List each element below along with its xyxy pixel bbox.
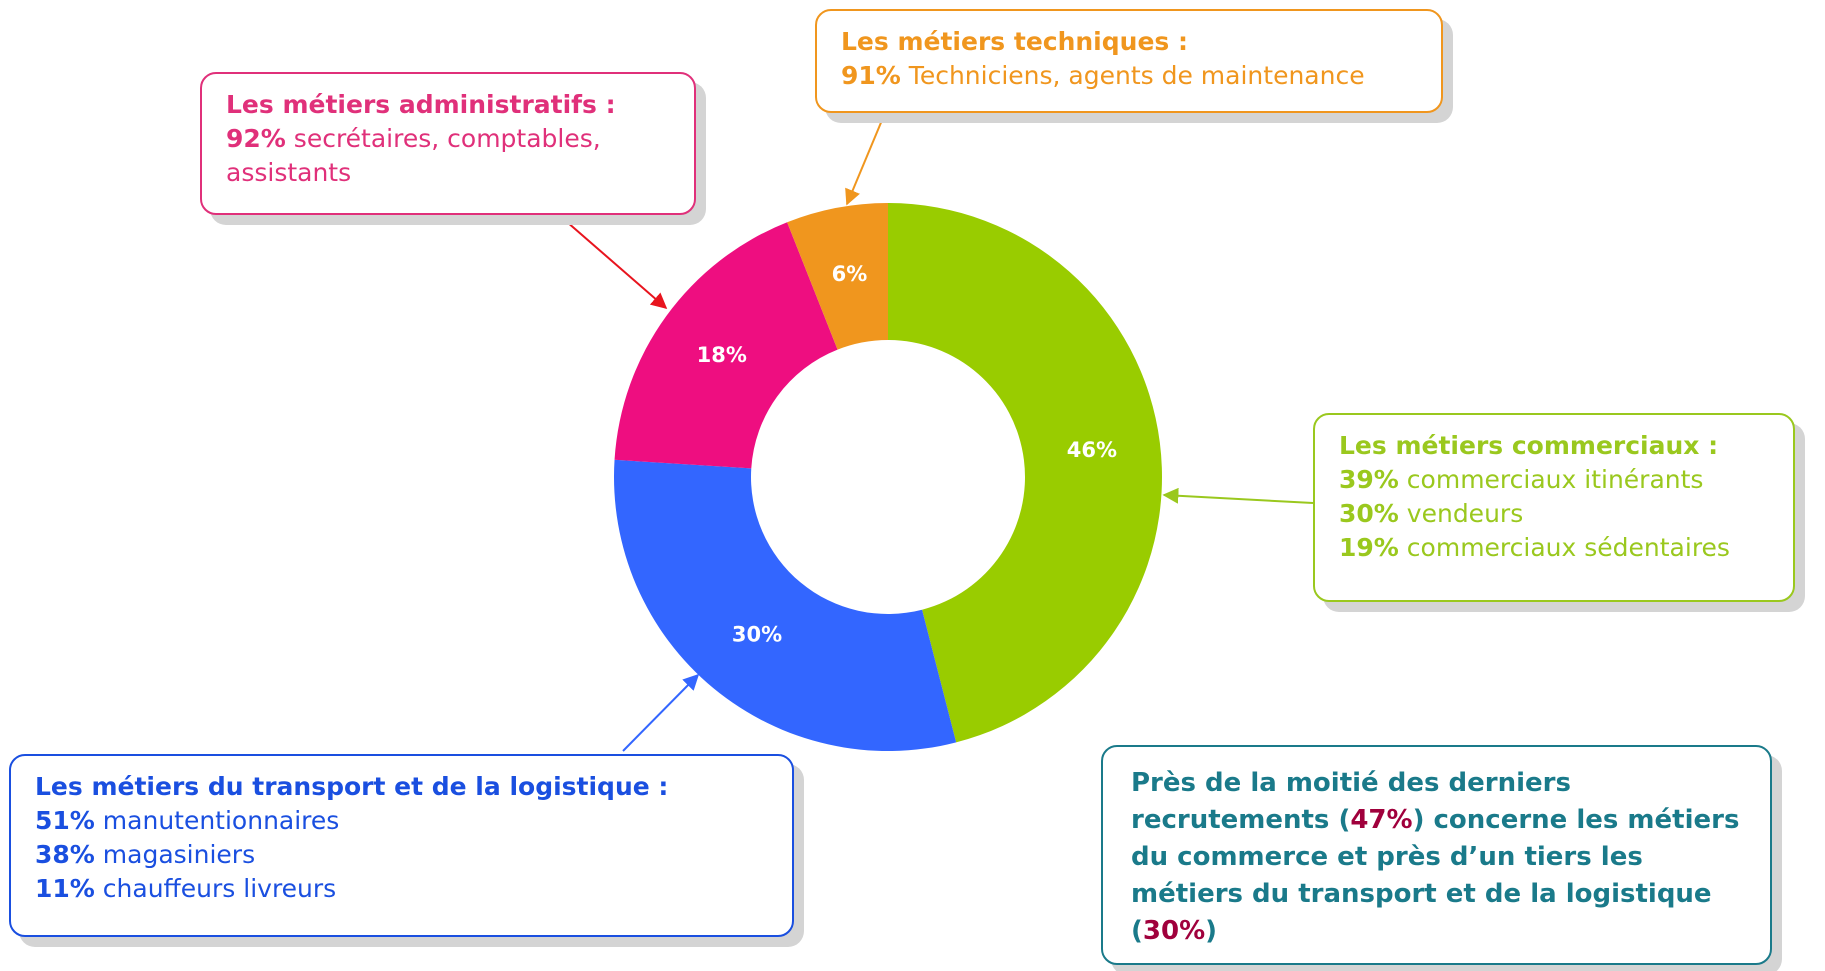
callout: Les métiers administratifs : 92% secrétai… xyxy=(200,72,696,215)
callout-line: 39% commerciaux itinérants xyxy=(1339,463,1769,497)
callout-text: Techniciens, agents de maintenance xyxy=(908,61,1365,90)
callout-line: 51% manutentionnaires xyxy=(35,804,768,838)
slice-label: 30% xyxy=(732,622,782,646)
callout-text: chauffeurs livreurs xyxy=(102,874,337,903)
summary-highlight: 47% xyxy=(1350,805,1413,835)
callout-text: vendeurs xyxy=(1406,499,1524,528)
callout-line: 38% magasiniers xyxy=(35,838,768,872)
callout-pct: 39% xyxy=(1339,465,1399,494)
callout-line: 11% chauffeurs livreurs xyxy=(35,872,768,906)
callout-pct: 92% xyxy=(226,124,286,153)
slice-label: 18% xyxy=(697,343,747,367)
arrow xyxy=(1162,487,1314,504)
slice xyxy=(888,203,1162,743)
callout-text: commerciaux itinérants xyxy=(1406,465,1704,494)
callout-pct: 19% xyxy=(1339,533,1399,562)
callout-title: Les métiers techniques : xyxy=(841,27,1188,56)
summary-text: Près de la moitié des derniers recruteme… xyxy=(1131,768,1571,835)
slice xyxy=(614,222,838,469)
callout-line: 30% vendeurs xyxy=(1339,497,1769,531)
callout-text: manutentionnaires xyxy=(102,806,340,835)
summary-highlight: 30% xyxy=(1142,916,1206,946)
callout-pct: 91% xyxy=(841,61,901,90)
callout-line: 19% commerciaux sédentaires xyxy=(1339,531,1769,565)
summary-text: ) xyxy=(1205,916,1218,946)
summary-box: Près de la moitié des derniers recruteme… xyxy=(1101,745,1772,965)
callout-title: Les métiers commerciaux : xyxy=(1339,431,1719,460)
callout-line: 92% secrétaires, comptables, assistants xyxy=(226,122,670,190)
callout: Les métiers commerciaux : 39% commerciaux… xyxy=(1313,413,1795,602)
callout-text: commerciaux sédentaires xyxy=(1406,533,1730,562)
callout: Les métiers techniques : 91% Techniciens,… xyxy=(815,9,1443,113)
callout-title: Les métiers administratifs : xyxy=(226,90,616,119)
slice-label: 6% xyxy=(832,262,868,286)
callout-pct: 30% xyxy=(1339,499,1399,528)
callout-pct: 11% xyxy=(35,874,95,903)
callout-line: 91% Techniciens, agents de maintenance xyxy=(841,59,1417,93)
callout-text: secrétaires, comptables, assistants xyxy=(226,124,601,187)
arrow xyxy=(558,214,668,310)
callout: Les métiers du transport et de la logist… xyxy=(9,754,794,937)
arrow xyxy=(622,673,700,752)
callout-title: Les métiers du transport et de la logist… xyxy=(35,772,669,801)
callout-text: magasiniers xyxy=(102,840,256,869)
arrow xyxy=(845,112,886,206)
slice xyxy=(787,203,888,350)
callout-pct: 38% xyxy=(35,840,95,869)
slice-label: 46% xyxy=(1067,438,1117,462)
slice xyxy=(614,459,957,751)
summary-text: ) concerne les métiers du commerce et pr… xyxy=(1131,805,1740,946)
callout-pct: 51% xyxy=(35,806,95,835)
